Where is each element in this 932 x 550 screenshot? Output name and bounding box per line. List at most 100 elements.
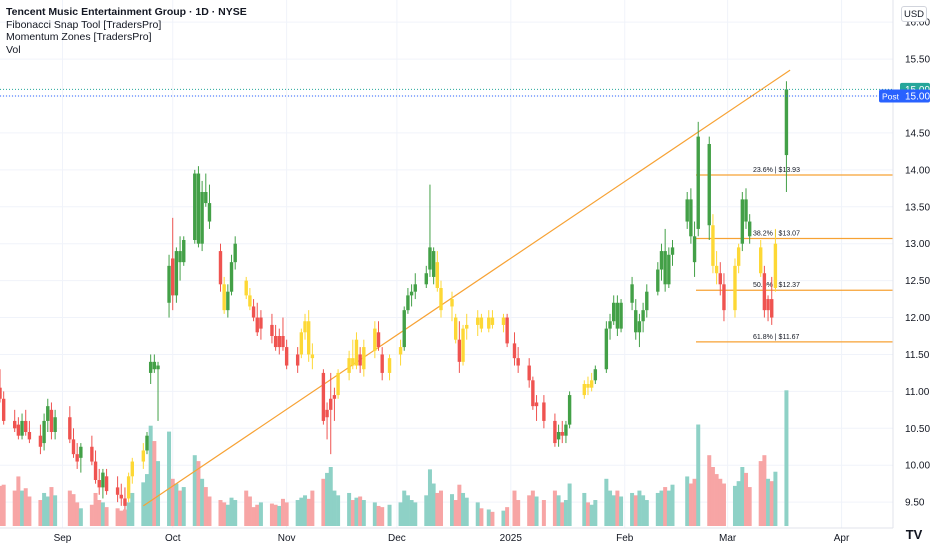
candle-body [196, 173, 201, 244]
candle-body [428, 247, 432, 270]
volume-bar [332, 490, 337, 526]
symbol-title[interactable]: Tencent Music Entertainment Group · 1D ·… [6, 6, 247, 18]
candle-body [373, 328, 377, 351]
candle-body [123, 498, 127, 506]
candle-body [16, 424, 21, 436]
candle-body [244, 280, 248, 296]
volume-bar [122, 509, 127, 526]
price-tick-label: 12.00 [905, 313, 930, 324]
volume-bar [299, 497, 304, 526]
candlesticks [0, 81, 789, 510]
candle-body [68, 417, 72, 440]
volume-bar [222, 502, 227, 526]
candle-body [586, 384, 590, 388]
candle-body [255, 317, 259, 333]
price-tick-label: 15.50 [905, 55, 930, 66]
volume-bar [560, 502, 565, 526]
volume-bar [630, 492, 635, 526]
candle-body [53, 417, 57, 432]
volume-bar [376, 505, 381, 526]
volume-bar [49, 487, 54, 526]
candle-body [152, 361, 157, 370]
volume-bar [97, 500, 102, 526]
candle-body [744, 199, 748, 222]
price-tick-label: 16.00 [905, 18, 930, 29]
indicator-fibonacci-snap[interactable]: Fibonacci Snap Tool [TradersPro] [6, 18, 162, 31]
volume-bar [534, 496, 539, 526]
volume-bar [427, 469, 432, 526]
candle-body [351, 358, 355, 366]
candle-body [630, 284, 634, 303]
candle-body [692, 236, 697, 263]
volume-bar [306, 498, 311, 526]
candle-body [696, 136, 700, 229]
candle-body [119, 494, 123, 499]
price-tick-label: 10.50 [905, 424, 930, 435]
candle-body [207, 203, 212, 222]
candle-body [531, 380, 535, 407]
candle-body [667, 254, 671, 285]
chart-grid [0, 0, 893, 528]
volume-bar [604, 478, 609, 526]
candle-body [141, 450, 146, 462]
volume-bar [593, 500, 598, 526]
candle-body [656, 269, 660, 292]
candle-body [759, 247, 763, 274]
volume-bar [527, 495, 532, 526]
volume-bar [762, 455, 767, 526]
volume-bar [100, 502, 105, 526]
candle-body [42, 420, 46, 444]
candle-body [174, 251, 179, 296]
candle-body [619, 302, 623, 329]
volume-bar [1, 484, 6, 526]
volume-bar [42, 492, 47, 526]
volume-bar [740, 467, 745, 526]
trend-line[interactable] [142, 69, 791, 507]
candle-body [556, 432, 561, 440]
candle-body [178, 251, 182, 263]
candle-body [115, 487, 120, 495]
volume-bar [479, 508, 484, 526]
price-tick-label: 10.00 [905, 461, 930, 472]
volume-bar [67, 490, 72, 526]
price-axis[interactable]: 9.50 10.00 10.50 11.00 11.50 12.00 12.50 13.00 1… [879, 0, 930, 528]
price-lines [0, 88, 893, 97]
volume-bar [336, 495, 341, 526]
candle-body [402, 310, 406, 348]
time-axis[interactable]: Sep Oct Nov Dec 2025 Feb Mar Apr [0, 527, 893, 544]
volume-bar [130, 492, 135, 526]
volume-bar [244, 490, 249, 526]
candle-body [200, 192, 204, 244]
volume-bar [670, 484, 675, 526]
volume-bar [303, 495, 308, 526]
volume-bar [707, 455, 712, 526]
candle-body [685, 199, 689, 222]
candle-body [104, 476, 109, 492]
volume-bar [115, 508, 120, 526]
volume-bar [273, 504, 278, 526]
indicator-volume[interactable]: Vol [6, 43, 21, 56]
indicator-momentum-zones[interactable]: Momentum Zones [TradersPro] [6, 31, 152, 43]
volume-bar [567, 483, 572, 526]
volume-bar [89, 504, 94, 526]
volume-bar [126, 502, 131, 526]
currency-button[interactable]: USD [901, 6, 927, 22]
volume-bar [589, 504, 594, 526]
fib-level-label: 23.6% | $13.93 [753, 167, 800, 174]
time-tick-label: Feb [616, 533, 634, 544]
candle-body [38, 435, 43, 447]
candle-body [380, 354, 384, 373]
volume-bar [486, 509, 491, 526]
price-tick-label: 13.50 [905, 202, 930, 213]
volume-bar [229, 497, 234, 526]
candle-body [398, 347, 403, 355]
tradingview-logo[interactable]: TV [905, 527, 923, 542]
candle-body [747, 221, 752, 237]
candle-body [490, 317, 495, 325]
volume-bar [192, 455, 197, 526]
post-price-value: 15.00 [905, 92, 930, 103]
volume-bar [233, 500, 238, 526]
volume-bar [688, 483, 693, 526]
